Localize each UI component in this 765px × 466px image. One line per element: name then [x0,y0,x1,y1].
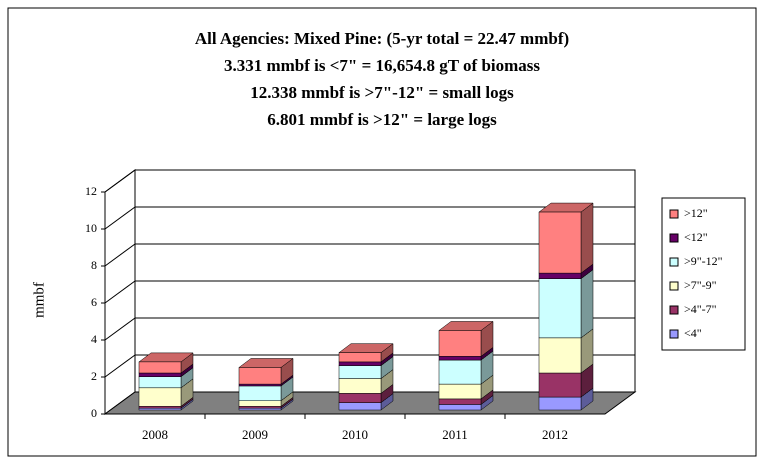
x-tick-label: 2009 [242,427,268,442]
bar [438,330,482,357]
chart-title: 6.801 mmbf is >12" = large logs [267,110,497,129]
bar [338,361,382,366]
legend-label: >12" [684,206,708,220]
bar-side [580,269,594,339]
bar [538,396,582,411]
grid-line [104,169,136,193]
x-tick-label: 2011 [442,427,468,442]
bar [138,387,182,407]
y-tick-label: 8 [91,258,97,272]
bar [538,278,582,339]
bar [438,398,482,405]
chart-title: All Agencies: Mixed Pine: (5-yr total = … [195,29,569,48]
legend-swatch [669,209,679,219]
grid-line [104,243,136,267]
bar [438,383,482,400]
legend-swatch [669,329,679,339]
bar [438,404,482,411]
grid-line [104,354,136,378]
x-tick-label: 2008 [142,427,168,442]
bar [538,211,582,274]
bar-side [580,202,594,274]
bar [238,385,282,402]
y-tick-label: 4 [91,332,97,346]
legend-swatch [669,257,679,267]
y-tick-label: 10 [85,221,97,235]
legend-label: >7"-9" [684,278,717,292]
legend [661,197,746,351]
bar [138,361,182,374]
grid-line [104,317,136,341]
bar [138,376,182,389]
bar [138,406,182,409]
bar [438,356,482,361]
legend-label: >4"-7" [684,302,717,316]
legend-swatch [669,305,679,315]
y-tick-label: 0 [91,406,97,420]
chart-title: 12.338 mmbf is >7"-12" = small logs [250,83,514,102]
bar [238,400,282,407]
legend-swatch [669,233,679,243]
bar [538,337,582,374]
bar [438,359,482,385]
y-tick-label: 6 [91,295,97,309]
legend-swatch [669,281,679,291]
bar [238,406,282,409]
bar [338,352,382,363]
bar [338,393,382,403]
bar [338,378,382,394]
bar [338,402,382,411]
legend-label: >9"-12" [684,254,723,268]
bar [538,272,582,279]
bar [138,372,182,377]
bar [238,367,282,385]
chart-title: 3.331 mmbf is <7" = 16,654.8 gT of bioma… [224,56,540,75]
y-tick-label: 12 [85,184,97,198]
legend-label: <12" [684,230,708,244]
grid-line [104,206,136,230]
bar [538,372,582,398]
bar [238,407,282,411]
x-tick-label: 2012 [542,427,568,442]
legend-label: <4" [684,326,702,340]
y-tick-label: 2 [91,369,97,383]
grid-line [104,280,136,304]
bar [138,407,182,411]
bar [238,383,282,387]
x-tick-label: 2010 [342,427,368,442]
y-axis-label: mmbf [31,282,47,318]
bar [338,365,382,379]
